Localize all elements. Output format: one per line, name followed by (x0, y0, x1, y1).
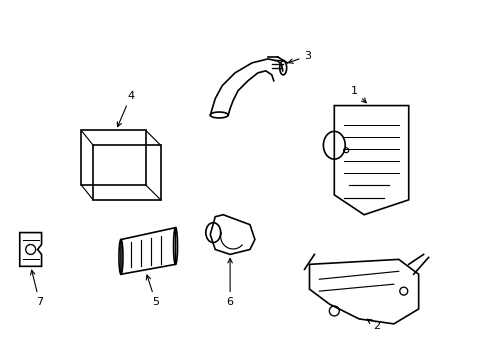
Text: 5: 5 (146, 275, 159, 307)
Text: 7: 7 (30, 270, 43, 307)
Text: 2: 2 (366, 319, 380, 331)
Text: 6: 6 (226, 258, 233, 307)
Text: 3: 3 (288, 51, 311, 63)
Text: 1: 1 (350, 86, 366, 103)
Text: 4: 4 (117, 91, 134, 127)
